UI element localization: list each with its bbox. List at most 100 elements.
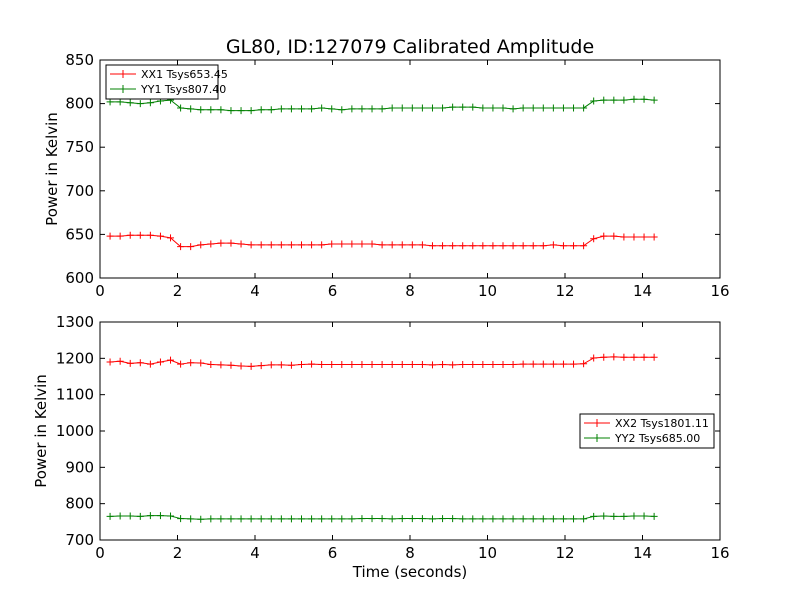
bottom-series-1-point xyxy=(126,359,134,367)
top-series-2-point xyxy=(580,104,588,112)
bottom-series-2-point xyxy=(519,515,527,523)
top-series-2-point xyxy=(489,104,497,112)
top-series-2-point xyxy=(116,98,124,106)
bottom-series-2-point xyxy=(640,512,648,520)
top-series-1-point xyxy=(217,239,225,247)
top-series-1-point xyxy=(358,240,366,248)
bottom-series-2-point xyxy=(328,515,336,523)
bottom-series-2-point xyxy=(600,512,608,520)
bottom-series-2-point xyxy=(610,512,618,520)
bottom-series-2-point xyxy=(469,515,477,523)
top-series-2-point xyxy=(600,96,608,104)
top-series-1-point xyxy=(116,232,124,240)
top-series-1-point xyxy=(348,240,356,248)
bottom-series-1-point xyxy=(580,360,588,368)
bottom-series-1-point xyxy=(217,361,225,369)
top-y-axis-label: Power in Kelvin xyxy=(43,112,61,226)
bottom-series-2-point xyxy=(126,512,134,520)
bottom-ytick-label: 1300 xyxy=(56,313,94,331)
bottom-legend-box xyxy=(579,413,715,449)
bottom-series-1-point xyxy=(388,361,396,369)
bottom-series-2-point xyxy=(237,515,245,523)
top-series-2-point xyxy=(549,104,557,112)
top-legend-label-2: YY1 Tsys807.40 xyxy=(140,83,226,96)
bottom-ytick-label: 1100 xyxy=(56,386,94,404)
top-series-2-point xyxy=(277,105,285,113)
bottom-series-2-point xyxy=(650,512,658,520)
bottom-series-2-point xyxy=(388,515,396,523)
bottom-series-1-point xyxy=(257,362,265,370)
top-series-2-point xyxy=(267,106,275,114)
bottom-series-1-point xyxy=(600,353,608,361)
bottom-series-1-point xyxy=(207,361,215,369)
bottom-series-2-point xyxy=(368,515,376,523)
top-series-1-point xyxy=(277,241,285,249)
top-series-1-point xyxy=(136,231,144,239)
top-series-1-point xyxy=(590,235,598,243)
top-series-1-point xyxy=(267,241,275,249)
top-series-1-point xyxy=(640,233,648,241)
top-series-2-point xyxy=(418,104,426,112)
bottom-xtick-label: 4 xyxy=(250,544,260,562)
top-series-2-point xyxy=(620,96,628,104)
bottom-series-2-point xyxy=(418,515,426,523)
bottom-xtick-label: 8 xyxy=(405,544,415,562)
bottom-series-2-point xyxy=(439,515,447,523)
bottom-series-2-point xyxy=(459,515,467,523)
chart-title: GL80, ID:127079 Calibrated Amplitude xyxy=(226,36,594,58)
top-series-2-point xyxy=(610,96,618,104)
top-series-2-point xyxy=(247,107,255,115)
bottom-series-1-point xyxy=(570,360,578,368)
top-series-2-point xyxy=(398,104,406,112)
bottom-series-1-point xyxy=(590,354,598,362)
bottom-series-2-point xyxy=(257,515,265,523)
top-series-2-point xyxy=(378,105,386,113)
bottom-series-1-point xyxy=(449,361,457,369)
bottom-series-2-point xyxy=(509,515,517,523)
top-series-2-point xyxy=(358,105,366,113)
top-series-2-point xyxy=(439,104,447,112)
top-legend-entry-1: XX1 Tsys653.45 xyxy=(110,68,228,81)
top-series-2-point xyxy=(449,103,457,111)
top-series-1-point xyxy=(479,242,487,250)
bottom-series-1-point xyxy=(529,360,537,368)
top-series-1-point xyxy=(499,242,507,250)
bottom-series-2-point xyxy=(479,515,487,523)
bottom-series-2-point xyxy=(408,515,416,523)
bottom-xtick-label: 10 xyxy=(478,544,497,562)
bottom-series-1-point xyxy=(459,361,467,369)
top-series-2-point xyxy=(287,105,295,113)
bottom-series-1-point xyxy=(156,358,164,366)
bottom-xtick-label: 6 xyxy=(328,544,338,562)
bottom-series-2-point xyxy=(549,515,557,523)
top-series-1-point xyxy=(308,241,316,249)
bottom-series-1-point xyxy=(136,359,144,367)
top-series-2-point xyxy=(509,105,517,113)
bottom-series-1-point xyxy=(499,361,507,369)
bottom-xtick-label: 16 xyxy=(710,544,729,562)
bottom-series-1-point xyxy=(348,361,356,369)
bottom-series-1-point xyxy=(378,361,386,369)
bottom-series-2-point xyxy=(559,515,567,523)
bottom-series-1-point xyxy=(549,360,557,368)
bottom-series-1-point xyxy=(428,361,436,369)
bottom-series-2-point xyxy=(106,512,114,520)
bottom-xtick-label: 12 xyxy=(555,544,574,562)
bottom-series-1-point xyxy=(197,359,205,367)
top-series-1-point xyxy=(388,241,396,249)
top-series-1-point xyxy=(368,240,376,248)
bottom-series-layer xyxy=(106,353,658,523)
bottom-series-2-point xyxy=(318,515,326,523)
top-series-2-point xyxy=(318,104,326,112)
top-series-2-point xyxy=(348,105,356,113)
bottom-series-2-point xyxy=(116,512,124,520)
top-series-2-point xyxy=(197,106,205,114)
bottom-series-2-point xyxy=(267,515,275,523)
bottom-series-2-point xyxy=(489,515,497,523)
top-series-1-point xyxy=(207,240,215,248)
bottom-series-2-point xyxy=(358,515,366,523)
top-series-1-point xyxy=(469,242,477,250)
bottom-series-2-point xyxy=(167,512,175,520)
bottom-series-2-point xyxy=(580,515,588,523)
top-series-1-point xyxy=(257,241,265,249)
